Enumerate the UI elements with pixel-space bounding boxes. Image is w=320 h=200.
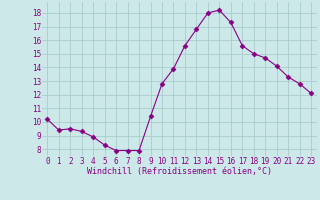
- X-axis label: Windchill (Refroidissement éolien,°C): Windchill (Refroidissement éolien,°C): [87, 167, 272, 176]
